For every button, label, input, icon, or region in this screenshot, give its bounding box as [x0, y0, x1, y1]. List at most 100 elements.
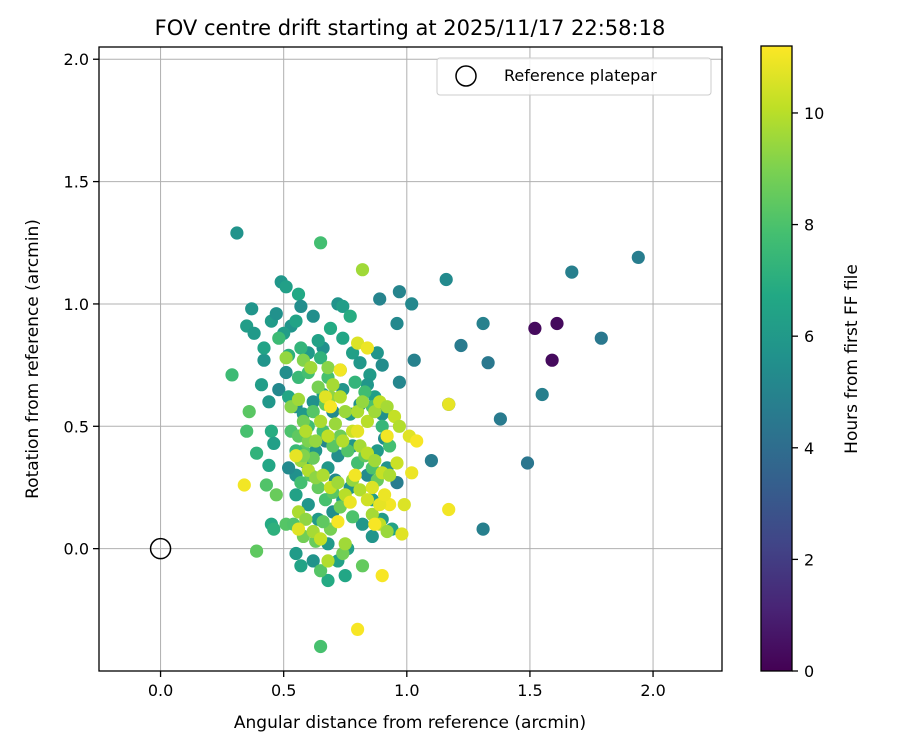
- data-point: [392, 285, 406, 299]
- data-point: [476, 522, 490, 536]
- data-point: [311, 380, 325, 394]
- data-point: [257, 341, 271, 355]
- data-point: [321, 554, 335, 568]
- data-point: [378, 488, 392, 502]
- x-tick-label: 1.5: [517, 681, 542, 700]
- data-point: [291, 370, 306, 384]
- data-point: [333, 363, 347, 377]
- data-point: [351, 424, 365, 438]
- data-point: [314, 351, 328, 365]
- data-point: [360, 493, 374, 507]
- data-point: [368, 405, 382, 419]
- data-point: [314, 564, 328, 578]
- data-point: [272, 331, 286, 345]
- colorbar-ticks: 0 2 4 6 8 10: [792, 104, 824, 681]
- data-point: [351, 622, 365, 637]
- data-point: [565, 265, 579, 279]
- data-point: [380, 429, 394, 443]
- data-point: [375, 358, 389, 372]
- data-point: [245, 302, 259, 316]
- data-point: [262, 395, 276, 409]
- data-point: [454, 338, 468, 353]
- colorbar-label: Hours from first FF file: [842, 264, 862, 454]
- data-point: [338, 405, 352, 419]
- data-point: [321, 361, 335, 375]
- data-point: [242, 405, 256, 419]
- data-point: [323, 400, 338, 414]
- data-point: [267, 522, 281, 536]
- colorbar-tick-label: 4: [804, 439, 814, 458]
- data-point: [331, 476, 345, 490]
- data-point: [282, 461, 296, 475]
- data-point: [326, 378, 340, 392]
- data-point: [594, 331, 608, 345]
- data-point: [348, 375, 362, 389]
- data-point: [383, 498, 397, 512]
- data-point: [355, 559, 370, 573]
- data-point: [237, 478, 251, 492]
- data-point: [323, 321, 338, 335]
- data-point: [410, 434, 424, 448]
- data-point: [326, 439, 340, 453]
- colorbar-tick-label: 6: [804, 327, 814, 346]
- data-point: [528, 321, 542, 335]
- data-point: [240, 424, 254, 438]
- data-point: [289, 449, 303, 463]
- data-point: [520, 456, 535, 470]
- colorbar: 0 2 4 6 8 10 Hours from first FF file: [760, 45, 862, 681]
- data-point: [360, 414, 374, 428]
- data-point: [291, 287, 306, 301]
- data-point: [392, 375, 406, 389]
- data-point: [289, 546, 303, 561]
- data-point: [351, 336, 365, 350]
- reference-layer: [149, 537, 172, 560]
- data-point: [331, 449, 345, 463]
- y-axis-label: Rotation from reference (arcmin): [23, 219, 43, 499]
- x-axis-ticks: 0.0 0.5 1.0 1.5 2.0: [148, 671, 666, 700]
- data-point: [341, 444, 355, 458]
- data-point: [442, 502, 456, 517]
- data-point: [351, 405, 365, 419]
- data-point: [262, 458, 276, 472]
- data-point: [370, 346, 384, 360]
- colorbar-tick-label: 0: [804, 662, 814, 681]
- data-point: [375, 419, 389, 433]
- data-point: [254, 378, 269, 392]
- data-point: [405, 297, 419, 311]
- data-point: [279, 365, 293, 380]
- data-point: [380, 400, 394, 414]
- data-point: [387, 409, 402, 424]
- x-tick-label: 0.0: [148, 681, 173, 700]
- data-point: [294, 559, 308, 573]
- data-point: [365, 529, 379, 544]
- data-point: [321, 429, 335, 443]
- colorbar-tick-label: 10: [804, 104, 824, 123]
- chart-title: FOV centre drift starting at 2025/11/17 …: [155, 16, 666, 40]
- data-point: [247, 326, 261, 340]
- data-point: [314, 532, 328, 546]
- data-point: [392, 419, 406, 433]
- data-point: [321, 573, 335, 588]
- data-point: [250, 544, 264, 558]
- data-point: [333, 390, 347, 404]
- x-axis-label: Angular distance from reference (arcmin): [234, 713, 586, 733]
- x-tick-label: 1.0: [394, 681, 419, 700]
- data-point: [294, 299, 308, 313]
- data-point: [272, 383, 286, 397]
- data-point: [346, 510, 360, 524]
- data-point: [395, 527, 409, 541]
- data-point: [257, 353, 271, 367]
- legend-marker-circle: [455, 65, 477, 87]
- data-point: [279, 280, 293, 294]
- y-tick-label: 1.5: [64, 173, 89, 192]
- data-point: [291, 392, 306, 406]
- y-tick-label: 2.0: [64, 50, 89, 69]
- legend: Reference platepar: [436, 57, 712, 96]
- data-point: [407, 353, 421, 367]
- data-point: [294, 341, 308, 355]
- data-point: [294, 476, 308, 490]
- data-point: [230, 226, 244, 240]
- colorbar-frame: [760, 45, 793, 672]
- data-point: [550, 316, 564, 331]
- data-point: [405, 466, 419, 480]
